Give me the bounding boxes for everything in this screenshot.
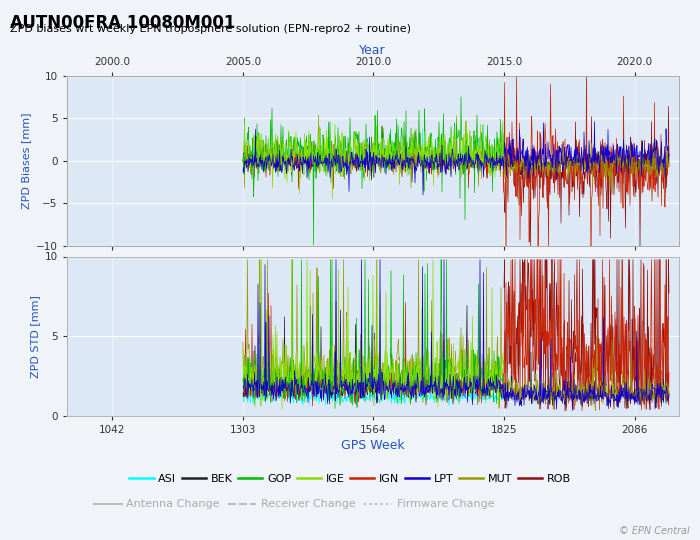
X-axis label: GPS Week: GPS Week [341, 439, 405, 452]
Y-axis label: ZPD Biases [mm]: ZPD Biases [mm] [22, 112, 32, 209]
Text: AUTN00FRA 10080M001: AUTN00FRA 10080M001 [10, 14, 236, 31]
Text: ZPD biases wrt weekly EPN troposphere solution (EPN-repro2 + routine): ZPD biases wrt weekly EPN troposphere so… [10, 24, 412, 35]
Text: © EPN Central: © EPN Central [619, 525, 690, 536]
Legend: ASI, BEK, GOP, IGE, IGN, LPT, MUT, ROB: ASI, BEK, GOP, IGE, IGN, LPT, MUT, ROB [125, 470, 575, 489]
Legend: Antenna Change, Receiver Change, Firmware Change: Antenna Change, Receiver Change, Firmwar… [90, 495, 498, 514]
X-axis label: Year: Year [359, 44, 386, 57]
Y-axis label: ZPD STD [mm]: ZPD STD [mm] [30, 295, 40, 377]
